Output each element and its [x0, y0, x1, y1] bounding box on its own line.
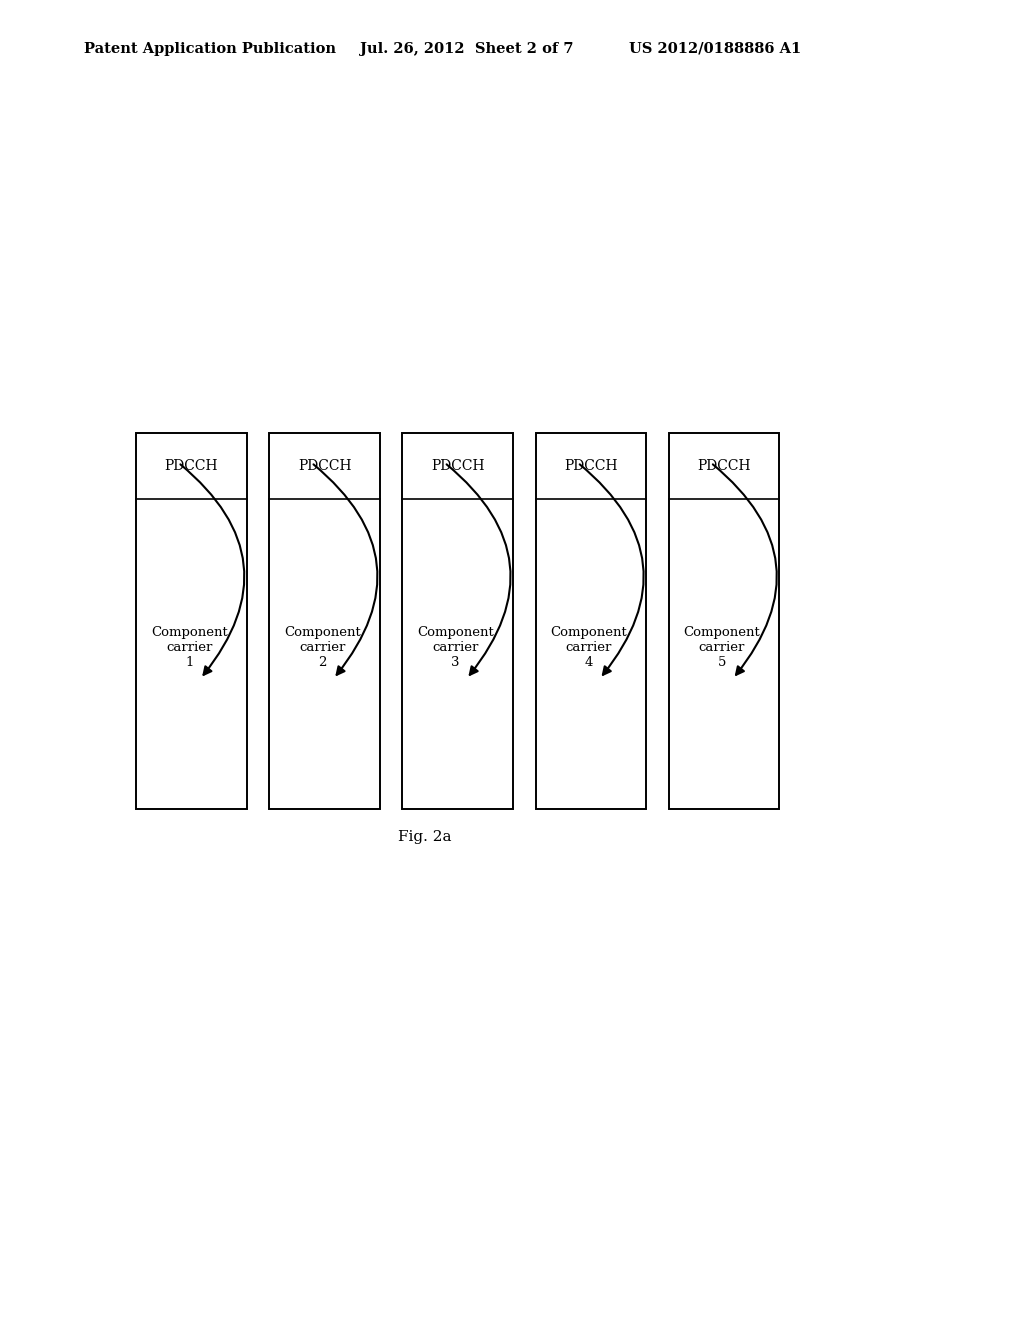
Text: PDCCH: PDCCH — [298, 459, 351, 473]
Text: PDCCH: PDCCH — [431, 459, 484, 473]
Bar — [269, 433, 380, 809]
Bar — [136, 433, 247, 809]
Text: Fig. 2a: Fig. 2a — [398, 830, 452, 843]
Text: Component
carrier
3: Component carrier 3 — [417, 626, 494, 669]
Text: Component
carrier
1: Component carrier 1 — [151, 626, 227, 669]
Text: Component
carrier
4: Component carrier 4 — [550, 626, 627, 669]
Text: PDCCH: PDCCH — [697, 459, 751, 473]
Text: Component
carrier
2: Component carrier 2 — [284, 626, 360, 669]
Text: PDCCH: PDCCH — [165, 459, 218, 473]
Bar — [536, 433, 646, 809]
Text: Component
carrier
5: Component carrier 5 — [683, 626, 760, 669]
Bar — [669, 433, 779, 809]
Bar — [402, 433, 513, 809]
Text: Patent Application Publication: Patent Application Publication — [84, 42, 336, 55]
Text: US 2012/0188886 A1: US 2012/0188886 A1 — [629, 42, 801, 55]
Text: PDCCH: PDCCH — [564, 459, 617, 473]
Text: Jul. 26, 2012  Sheet 2 of 7: Jul. 26, 2012 Sheet 2 of 7 — [360, 42, 573, 55]
